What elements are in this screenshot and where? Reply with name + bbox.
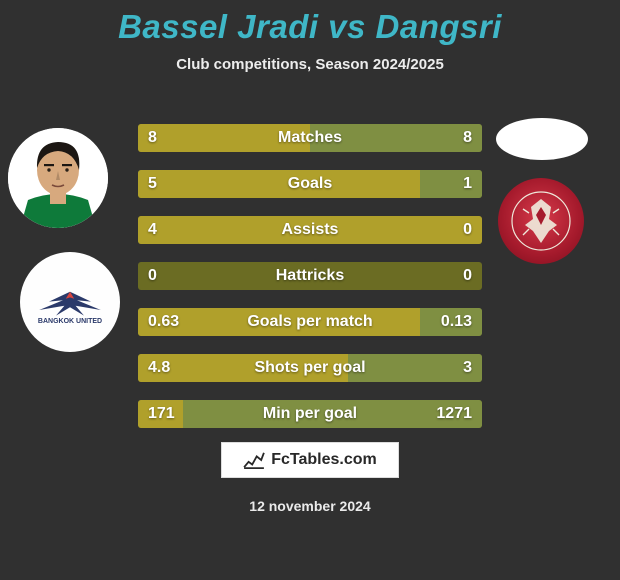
metric-value-left: 4.8	[148, 354, 170, 382]
metric-row: Goals51	[138, 170, 482, 198]
metric-value-right: 0	[463, 216, 472, 244]
bar-left-fill	[138, 170, 420, 198]
player2-avatar	[496, 118, 588, 160]
metric-value-right: 3	[463, 354, 472, 382]
club1-badge: BANGKOK UNITED	[20, 252, 120, 352]
chart-spark-icon	[243, 451, 265, 469]
bar-track	[138, 262, 482, 290]
metric-value-left: 5	[148, 170, 157, 198]
bar-right-fill	[348, 354, 482, 382]
eagle-icon	[35, 288, 105, 318]
bar-right-fill	[310, 124, 482, 152]
bar-track	[138, 308, 482, 336]
player1-face-icon	[8, 128, 108, 228]
metric-row: Shots per goal4.83	[138, 354, 482, 382]
metric-value-left: 0.63	[148, 308, 179, 336]
metric-value-left: 171	[148, 400, 175, 428]
metric-value-right: 1271	[436, 400, 472, 428]
footer-date: 12 november 2024	[249, 498, 370, 514]
bar-track	[138, 354, 482, 382]
metric-value-right: 0.13	[441, 308, 472, 336]
footer-brand: FcTables.com	[221, 442, 399, 478]
subtitle: Club competitions, Season 2024/2025	[0, 56, 620, 73]
bar-track	[138, 400, 482, 428]
page-title: Bassel Jradi vs Dangsri	[0, 0, 620, 46]
club2-badge	[498, 178, 584, 264]
footer-brand-text: FcTables.com	[271, 451, 377, 469]
metric-row: Goals per match0.630.13	[138, 308, 482, 336]
metric-value-right: 8	[463, 124, 472, 152]
bar-track	[138, 216, 482, 244]
metric-value-left: 0	[148, 262, 157, 290]
metric-value-right: 0	[463, 262, 472, 290]
metric-row: Min per goal1711271	[138, 400, 482, 428]
metric-row: Hattricks00	[138, 262, 482, 290]
metric-value-right: 1	[463, 170, 472, 198]
bar-left-fill	[138, 124, 310, 152]
metric-value-left: 8	[148, 124, 157, 152]
metric-value-left: 4	[148, 216, 157, 244]
metric-row: Matches88	[138, 124, 482, 152]
bar-left-fill	[138, 308, 420, 336]
bar-track	[138, 124, 482, 152]
comparison-bars: Matches88Goals51Assists40Hattricks00Goal…	[138, 124, 482, 446]
club1-label: BANGKOK UNITED	[38, 318, 102, 325]
player1-avatar	[8, 128, 108, 228]
bar-right-fill	[420, 170, 482, 198]
bar-track	[138, 170, 482, 198]
metric-row: Assists40	[138, 216, 482, 244]
tiger-crest-icon	[511, 191, 571, 251]
bar-left-fill	[138, 216, 482, 244]
